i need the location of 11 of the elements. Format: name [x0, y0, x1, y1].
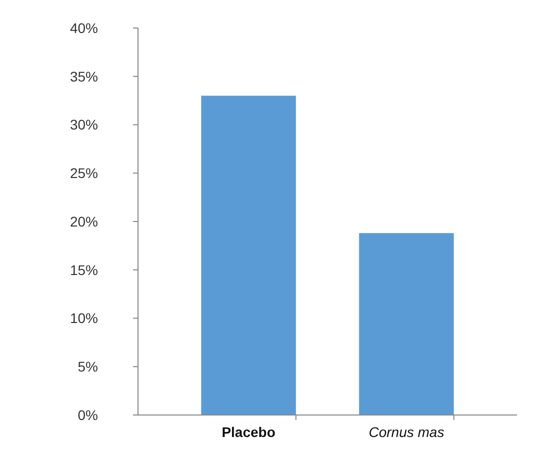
- y-tick-label: 15%: [70, 262, 98, 278]
- x-tick-label: Placebo: [222, 424, 276, 440]
- y-tick-label: 25%: [70, 165, 98, 182]
- y-tick-label: 0%: [78, 406, 98, 423]
- y-tick-label: 35%: [70, 68, 98, 84]
- y-tick-label: 40%: [70, 20, 98, 36]
- y-tick-label: 5%: [78, 358, 98, 375]
- y-tick-label: 20%: [70, 213, 98, 230]
- y-tick-label: 10%: [70, 310, 98, 326]
- y-tick-label: 30%: [70, 116, 98, 133]
- x-tick-label: Cornus mas: [368, 424, 444, 440]
